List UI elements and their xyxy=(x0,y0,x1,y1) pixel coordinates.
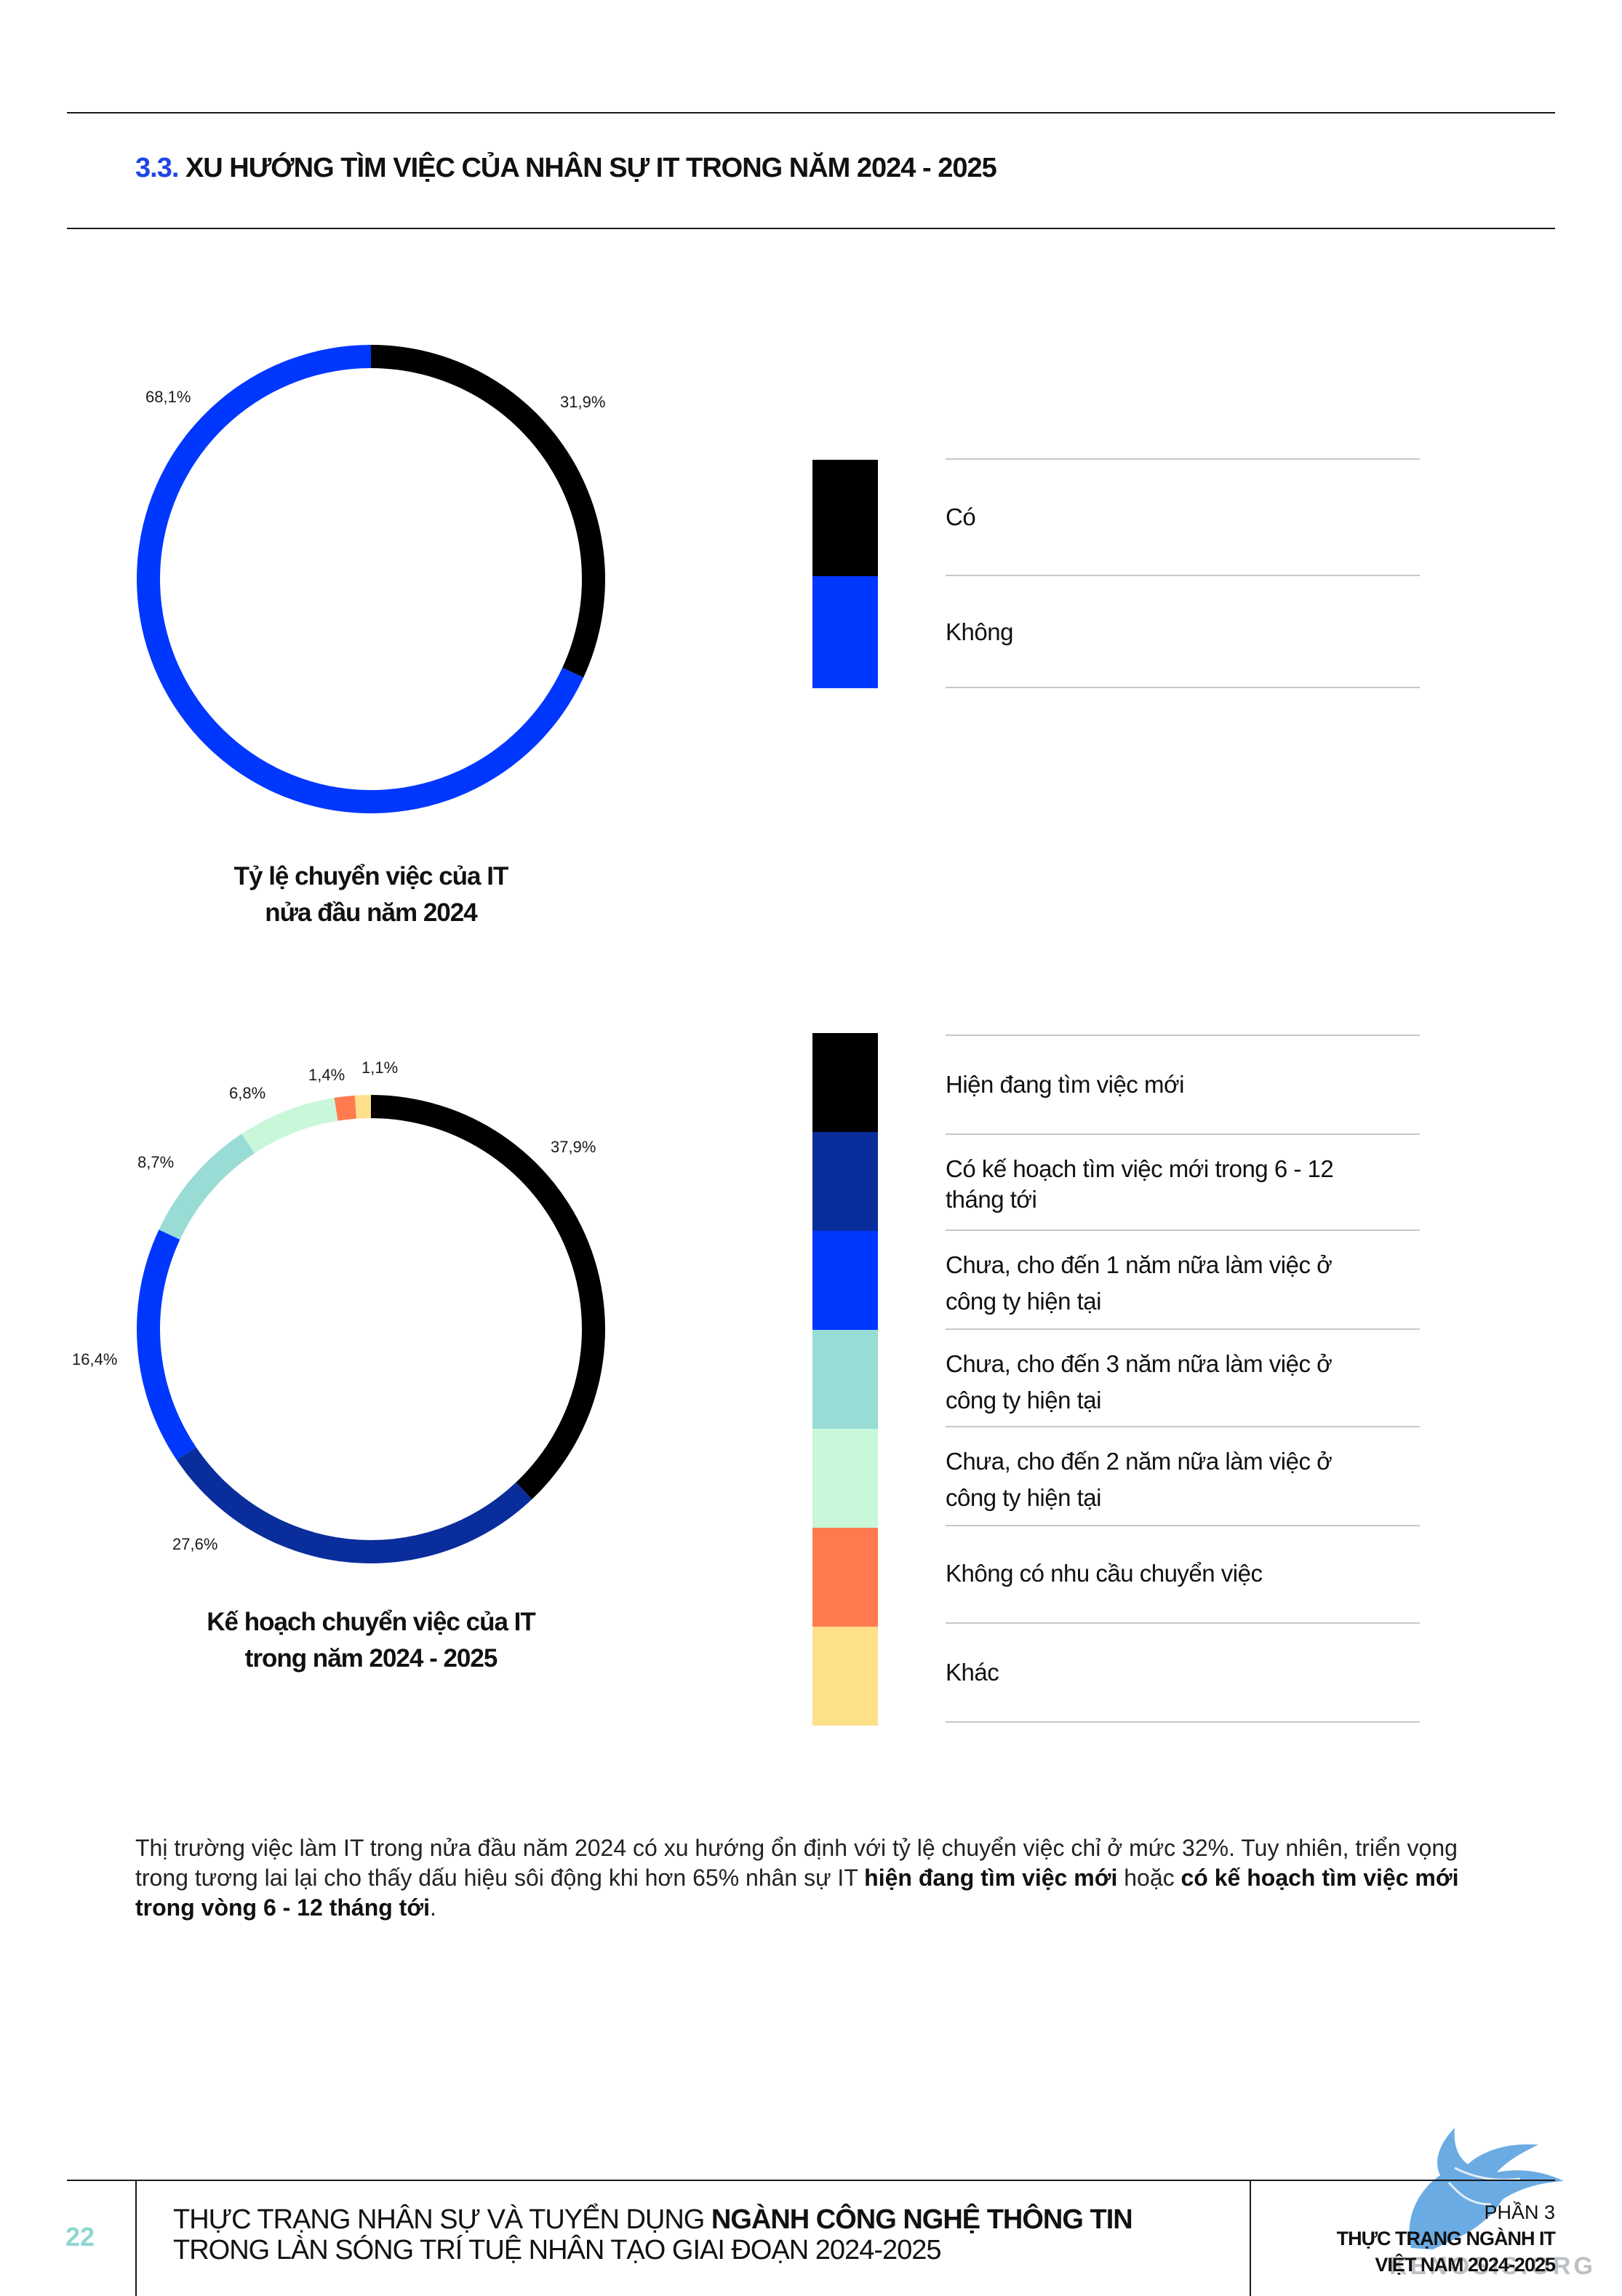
header-bottom-rule xyxy=(67,228,1555,229)
legend2-divider xyxy=(946,1328,1420,1330)
legend2-label-no-need: Không có nhu cầu chuyển việc xyxy=(946,1558,1411,1589)
legend2-label-line: Hiện đang tìm việc mới xyxy=(946,1071,1184,1098)
legend2-divider xyxy=(946,1133,1420,1135)
legend2-divider xyxy=(946,1426,1420,1427)
slice-label-1-year: 16,4% xyxy=(72,1350,118,1368)
slice-label-3-years: 8,7% xyxy=(137,1153,175,1171)
legend2-swatch-other xyxy=(812,1627,878,1726)
legend1-swatch-co xyxy=(812,460,878,576)
chart2-slice-6 xyxy=(354,1095,371,1119)
legend2-label-line: Khác xyxy=(946,1659,999,1686)
chart1-caption: Tỷ lệ chuyển việc của IT nửa đầu năm 202… xyxy=(138,858,604,931)
legend1-label-co: Có xyxy=(946,503,976,530)
legend1-swatch-khong xyxy=(812,576,878,688)
paragraph-text: . xyxy=(429,1894,436,1921)
footer-part-title: VIỆT NAM 2024-2025 xyxy=(1375,2254,1556,2276)
paragraph-text: Thị trường việc làm IT trong nửa đầu năm… xyxy=(135,1835,1458,1891)
page-number: 22 xyxy=(65,2222,95,2252)
slice-label-plan-6-12: 27,6% xyxy=(172,1535,218,1553)
legend2-label-line: Chưa, cho đến 3 năm nữa làm việc ở xyxy=(946,1350,1333,1377)
chart2-slice-3 xyxy=(159,1133,255,1240)
paragraph-text: hoặc xyxy=(1117,1865,1181,1891)
legend2-divider xyxy=(946,1721,1420,1723)
legend1-divider xyxy=(946,458,1420,460)
chart2-slice-1 xyxy=(176,1447,532,1563)
footer-report-title: THỰC TRẠNG NHÂN SỰ VÀ TUYỂN DỤNG NGÀNH C… xyxy=(173,2204,1133,2265)
paragraph-emphasis: hiện đang tìm việc mới xyxy=(864,1865,1118,1891)
legend2-divider xyxy=(946,1035,1420,1036)
slice-label-no-need: 1,4% xyxy=(308,1066,345,1084)
legend2-label-2-years: Chưa, cho đến 2 năm nữa làm việc ở công … xyxy=(946,1443,1411,1516)
chart2-slice-5 xyxy=(334,1095,356,1121)
section-number: 3.3. xyxy=(135,153,179,183)
chart1-slice-0 xyxy=(371,345,605,678)
legend2-label-line: công ty hiện tại xyxy=(946,1288,1101,1315)
chart1-caption-line2: nửa đầu năm 2024 xyxy=(265,898,477,927)
legend2-swatch-3-years xyxy=(812,1330,878,1429)
slice-label-2-years: 6,8% xyxy=(229,1084,266,1102)
section-title: 3.3. XU HƯỚNG TÌM VIỆC CỦA NHÂN SỰ IT TR… xyxy=(135,153,997,184)
footer-part-block: PHẦN 3 THỰC TRẠNG NGÀNH IT VIỆT NAM 2024… xyxy=(1336,2199,1556,2278)
legend2-divider xyxy=(946,1525,1420,1526)
slice-label-co: 31,9% xyxy=(560,393,606,411)
watermark-text: KENOSIS.ORG xyxy=(1389,2252,1596,2280)
legend2-label-line: công ty hiện tại xyxy=(946,1484,1101,1511)
legend2-label-line: Không có nhu cầu chuyển việc xyxy=(946,1560,1263,1587)
paragraph-emphasis: có kế hoạch tìm việc mới trong vòng 6 - … xyxy=(135,1865,1459,1921)
chart2-slice-4 xyxy=(241,1097,338,1154)
footer-title-text: THỰC TRẠNG NHÂN SỰ VÀ TUYỂN DỤNG xyxy=(173,2204,711,2235)
chart2-caption: Kế hoạch chuyển việc của IT trong năm 20… xyxy=(138,1604,604,1677)
legend2-label-3-years: Chưa, cho đến 3 năm nữa làm việc ở công … xyxy=(946,1346,1411,1419)
legend2-label-line: công ty hiện tại xyxy=(946,1387,1101,1414)
chart2-caption-line1: Kế hoạch chuyển việc của IT xyxy=(207,1608,536,1636)
footer-part-label: PHẦN 3 xyxy=(1484,2201,1555,2223)
footer-divider-right xyxy=(1250,2180,1251,2296)
slice-label-khong: 68,1% xyxy=(145,388,191,406)
legend2-label-line: Chưa, cho đến 2 năm nữa làm việc ở xyxy=(946,1448,1333,1475)
top-rule xyxy=(67,112,1555,113)
legend2-label-line: Có kế hoạch tìm việc mới trong 6 - 12 xyxy=(946,1155,1334,1182)
footer-title-emphasis: NGÀNH CÔNG NGHỆ THÔNG TIN xyxy=(711,2204,1133,2235)
legend2-divider xyxy=(946,1622,1420,1624)
legend2-swatch-1-year xyxy=(812,1231,878,1330)
legend2-label-searching: Hiện đang tìm việc mới xyxy=(946,1069,1411,1100)
legend2-label-line: Chưa, cho đến 1 năm nữa làm việc ở xyxy=(946,1251,1333,1278)
summary-paragraph: Thị trường việc làm IT trong nửa đầu năm… xyxy=(135,1833,1488,1923)
donut-chart-job-change-plan xyxy=(136,1095,606,1563)
legend1-label-khong: Không xyxy=(946,618,1013,645)
legend2-swatch-plan-6-12 xyxy=(812,1132,878,1231)
slice-label-other: 1,1% xyxy=(361,1059,399,1077)
footer-rule xyxy=(67,2180,1555,2181)
chart1-caption-line1: Tỷ lệ chuyển việc của IT xyxy=(233,862,509,890)
chart2-caption-line2: trong năm 2024 - 2025 xyxy=(244,1644,498,1673)
legend2-label-plan-6-12: Có kế hoạch tìm việc mới trong 6 - 12 th… xyxy=(946,1154,1411,1215)
slice-label-searching: 37,9% xyxy=(551,1138,596,1156)
chart2-slice-0 xyxy=(371,1095,606,1499)
legend1-divider xyxy=(946,687,1420,688)
footer-divider-left xyxy=(135,2180,137,2296)
section-title-text: XU HƯỚNG TÌM VIỆC CỦA NHÂN SỰ IT TRONG N… xyxy=(185,153,997,183)
legend1-divider xyxy=(946,575,1420,576)
legend2-swatch-no-need xyxy=(812,1528,878,1627)
footer-title-line2: TRONG LÀN SÓNG TRÍ TUỆ NHÂN TẠO GIAI ĐOẠ… xyxy=(173,2235,942,2265)
legend2-label-line: tháng tới xyxy=(946,1186,1037,1213)
legend2-swatch-2-years xyxy=(812,1429,878,1528)
chart2-slice-2 xyxy=(136,1229,196,1460)
legend2-label-1-year: Chưa, cho đến 1 năm nữa làm việc ở công … xyxy=(946,1247,1411,1320)
legend2-swatch-searching xyxy=(812,1033,878,1132)
legend2-label-other: Khác xyxy=(946,1657,1411,1688)
legend2-divider xyxy=(946,1229,1420,1231)
donut-chart-job-change-rate xyxy=(136,345,605,813)
footer-part-title: THỰC TRẠNG NGÀNH IT xyxy=(1336,2228,1556,2249)
